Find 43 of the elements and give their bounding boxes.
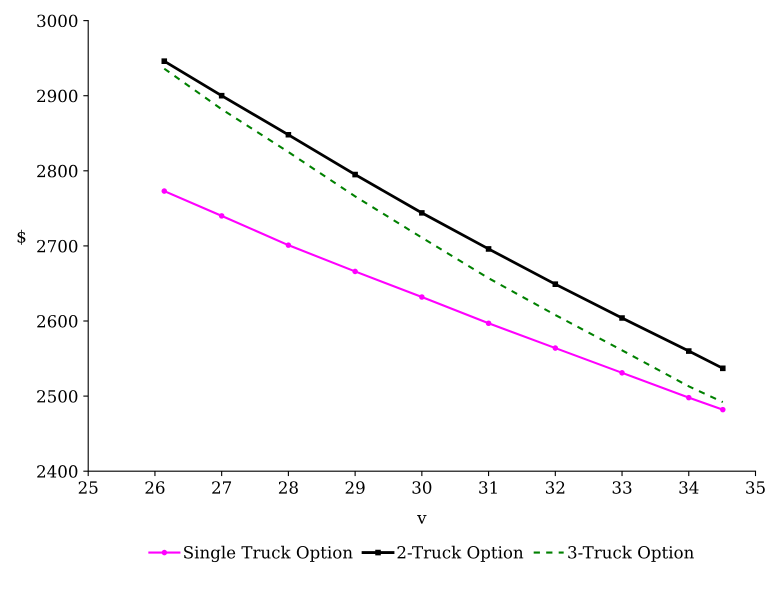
legend-label: 2-Truck Option	[397, 546, 524, 562]
y-tick-label: 2600	[37, 314, 78, 328]
point	[552, 345, 558, 351]
point	[552, 281, 558, 287]
x-tick-label: 25	[78, 481, 98, 494]
point	[218, 92, 224, 98]
point	[162, 58, 168, 64]
x-axis-title: v	[417, 514, 427, 524]
x-tick-label: 34	[679, 481, 699, 494]
point	[352, 268, 358, 274]
x-tick-label: 35	[746, 481, 765, 494]
point	[619, 315, 625, 321]
legend-label: Single Truck Option	[184, 546, 353, 562]
point	[619, 370, 625, 376]
y-tick-label: 2500	[37, 390, 78, 403]
point	[286, 242, 292, 248]
point	[419, 294, 425, 300]
y-tick-label: 2700	[37, 240, 78, 252]
y-tick-label: 2800	[37, 164, 78, 178]
legend-label: 3-Truck Option	[568, 546, 694, 562]
point	[486, 320, 492, 326]
x-tick-label: 26	[145, 481, 164, 494]
y-tick-label: 2900	[37, 90, 78, 102]
y-tick-label: 2400	[37, 465, 78, 478]
point	[352, 172, 358, 178]
x-tick-label: 27	[212, 481, 232, 494]
x-tick-label: 30	[412, 481, 432, 494]
point	[218, 213, 224, 219]
point	[720, 366, 726, 372]
point	[486, 246, 492, 252]
x-tick-label: 32	[546, 481, 564, 494]
point	[286, 132, 292, 138]
point	[162, 188, 168, 194]
x-tick-label: 29	[346, 481, 365, 494]
point	[686, 394, 692, 400]
point	[686, 348, 692, 354]
x-tick-label: 28	[278, 481, 298, 494]
x-tick-label: 31	[479, 481, 497, 494]
y-tick-label: 3000	[37, 14, 78, 28]
y-axis-title: $	[18, 230, 26, 245]
point	[720, 406, 726, 412]
point	[419, 210, 425, 216]
x-tick-label: 33	[612, 481, 632, 494]
